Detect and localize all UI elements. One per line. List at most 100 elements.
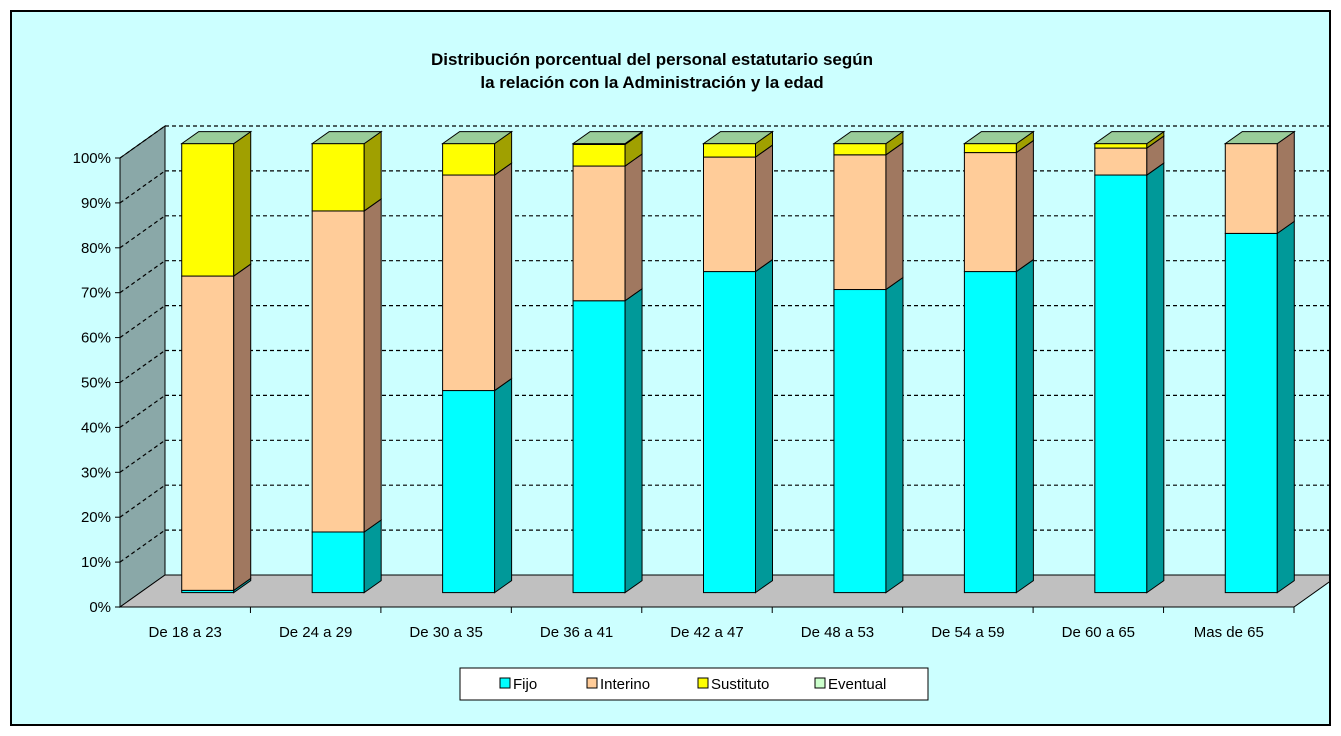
bar-de-24-a-29-sustituto — [311, 143, 365, 212]
x-tick-label: De 42 a 47 — [670, 624, 743, 641]
bar-de-60-a-65-top — [1093, 131, 1166, 145]
bar-de-18-a-23-top — [180, 131, 253, 145]
chart-svg: Distribución porcentual del personal est… — [73, 50, 1329, 701]
gridline-side — [119, 529, 166, 563]
bar-de-30-a-35-fijo — [442, 390, 496, 594]
legend-label-fijo: Fijo — [513, 676, 537, 693]
gridline-side — [119, 215, 166, 249]
gridline-side — [119, 170, 166, 204]
bar-de-54-a-59-top — [962, 131, 1035, 145]
bar-de-54-a-59-fijo-side — [1015, 258, 1034, 594]
y-tick-label: 20% — [81, 509, 111, 526]
bar-de-36-a-41-top — [571, 131, 644, 145]
y-axis: 0% 10% 20% 30% 40% 50% 60% 70% 80% 90% 100% — [73, 150, 121, 616]
y-tick-label: 10% — [81, 554, 111, 571]
chart-gridlines — [119, 125, 1329, 563]
bar-de-54-a-59-interino-side — [1015, 139, 1034, 273]
legend-label-eventual: Eventual — [828, 676, 886, 693]
y-tick-label: 40% — [81, 419, 111, 436]
x-tick-label: Mas de 65 — [1194, 624, 1264, 641]
x-tick-label: De 24 a 29 — [279, 624, 352, 641]
bar-de-18-a-23-sustituto-side — [233, 130, 252, 278]
bar-mas-de-65-fijo-side — [1276, 220, 1295, 594]
x-tick-label: De 48 a 53 — [801, 624, 874, 641]
x-tick-label: De 54 a 59 — [931, 624, 1004, 641]
bar-de-48-a-53-interino-side — [885, 141, 904, 291]
bar-de-18-a-23-interino — [181, 275, 235, 591]
bar-mas-de-65-fijo — [1224, 232, 1278, 594]
x-tick-label: De 18 a 23 — [149, 624, 222, 641]
x-tick-label: De 30 a 35 — [409, 624, 482, 641]
bar-de-24-a-29-interino — [311, 210, 365, 533]
bar-de-24-a-29-fijo — [311, 531, 365, 594]
legend-box — [459, 667, 929, 701]
x-axis: De 18 a 23 De 24 a 29 De 30 a 35 De 36 a 41… — [120, 606, 1295, 641]
bar-mas-de-65-interino — [1224, 143, 1278, 234]
bar-de-30-a-35-interino-side — [494, 162, 513, 392]
bar-de-42-a-47-interino-side — [755, 144, 773, 273]
legend: Fijo Interino Sustituto Eventual — [459, 667, 929, 701]
chart-frame: Distribución porcentual del personal est… — [10, 10, 1331, 726]
bar-de-60-a-65-interino — [1094, 147, 1148, 176]
bar-de-18-a-23-sustituto — [181, 143, 235, 277]
gridline-side — [119, 125, 166, 159]
gridline-side — [119, 350, 166, 383]
gridline-side — [119, 260, 166, 294]
bar-de-36-a-41-interino-side — [624, 153, 643, 302]
legend-label-sustituto: Sustituto — [711, 676, 769, 693]
legend-swatch-fijo — [499, 677, 511, 689]
y-tick-label: 30% — [81, 464, 111, 481]
chart-title-line-2: la relación con la Administración y la e… — [480, 73, 823, 92]
bar-de-30-a-35-interino — [442, 174, 496, 392]
bar-de-42-a-47-sustituto — [703, 143, 756, 158]
y-tick-label: 60% — [81, 330, 111, 347]
legend-label-interino: Interino — [600, 676, 650, 693]
bar-mas-de-65-interino-side — [1276, 130, 1295, 235]
y-tick-label: 70% — [81, 285, 111, 302]
bar-de-60-a-65-fijo — [1094, 174, 1148, 594]
bar-de-36-a-41-fijo-side — [624, 287, 643, 594]
bar-de-54-a-59-fijo — [963, 271, 1017, 594]
bar-de-42-a-47-fijo — [703, 271, 756, 594]
bar-de-36-a-41-fijo — [572, 300, 626, 594]
x-tick-label: De 36 a 41 — [540, 624, 613, 641]
bar-de-18-a-23-interino-side — [233, 263, 252, 592]
y-tick-label: 50% — [81, 375, 111, 392]
y-tick-label: 0% — [89, 599, 111, 616]
chart-bars — [180, 130, 1296, 594]
bar-de-54-a-59-interino — [963, 152, 1017, 273]
y-tick-label: 100% — [73, 150, 111, 167]
bar-de-48-a-53-fijo-side — [885, 276, 904, 594]
legend-swatch-sustituto — [697, 677, 709, 689]
bar-de-36-a-41-interino — [572, 165, 626, 302]
legend-swatch-eventual — [814, 677, 826, 689]
y-tick-label: 90% — [81, 195, 111, 212]
bar-de-24-a-29-top — [310, 131, 383, 145]
bar-de-24-a-29-interino-side — [363, 197, 382, 533]
bar-de-42-a-47-interino — [703, 156, 756, 273]
bar-de-48-a-53-top — [832, 131, 905, 145]
bar-de-24-a-29-fijo-side — [363, 519, 382, 594]
x-tick-label: De 60 a 65 — [1062, 624, 1135, 641]
bar-de-48-a-53-sustituto — [833, 143, 887, 156]
gridline-side — [119, 394, 166, 428]
bar-de-30-a-35-top — [441, 131, 514, 145]
bar-de-60-a-65-sustituto — [1094, 143, 1148, 149]
gridline-side — [119, 439, 166, 473]
gridline-side — [119, 305, 166, 339]
bar-de-30-a-35-sustituto — [442, 143, 496, 176]
chart-title-line-1: Distribución porcentual del personal est… — [431, 50, 873, 69]
bar-de-48-a-53-interino — [833, 154, 887, 291]
legend-swatch-interino — [586, 677, 598, 689]
bar-de-54-a-59-sustituto — [963, 143, 1017, 154]
bar-mas-de-65-top — [1223, 131, 1296, 145]
bar-de-42-a-47-fijo-side — [755, 258, 773, 594]
bar-de-48-a-53-fijo — [833, 289, 887, 594]
bar-de-42-a-47-top — [701, 131, 775, 145]
y-tick-label: 80% — [81, 240, 111, 257]
bar-de-60-a-65-fijo-side — [1146, 162, 1165, 594]
bar-de-36-a-41-sustituto — [572, 143, 626, 167]
bar-de-30-a-35-fijo-side — [494, 377, 513, 594]
gridline-side — [119, 484, 166, 518]
bar-de-24-a-29-sustituto-side — [363, 130, 382, 212]
